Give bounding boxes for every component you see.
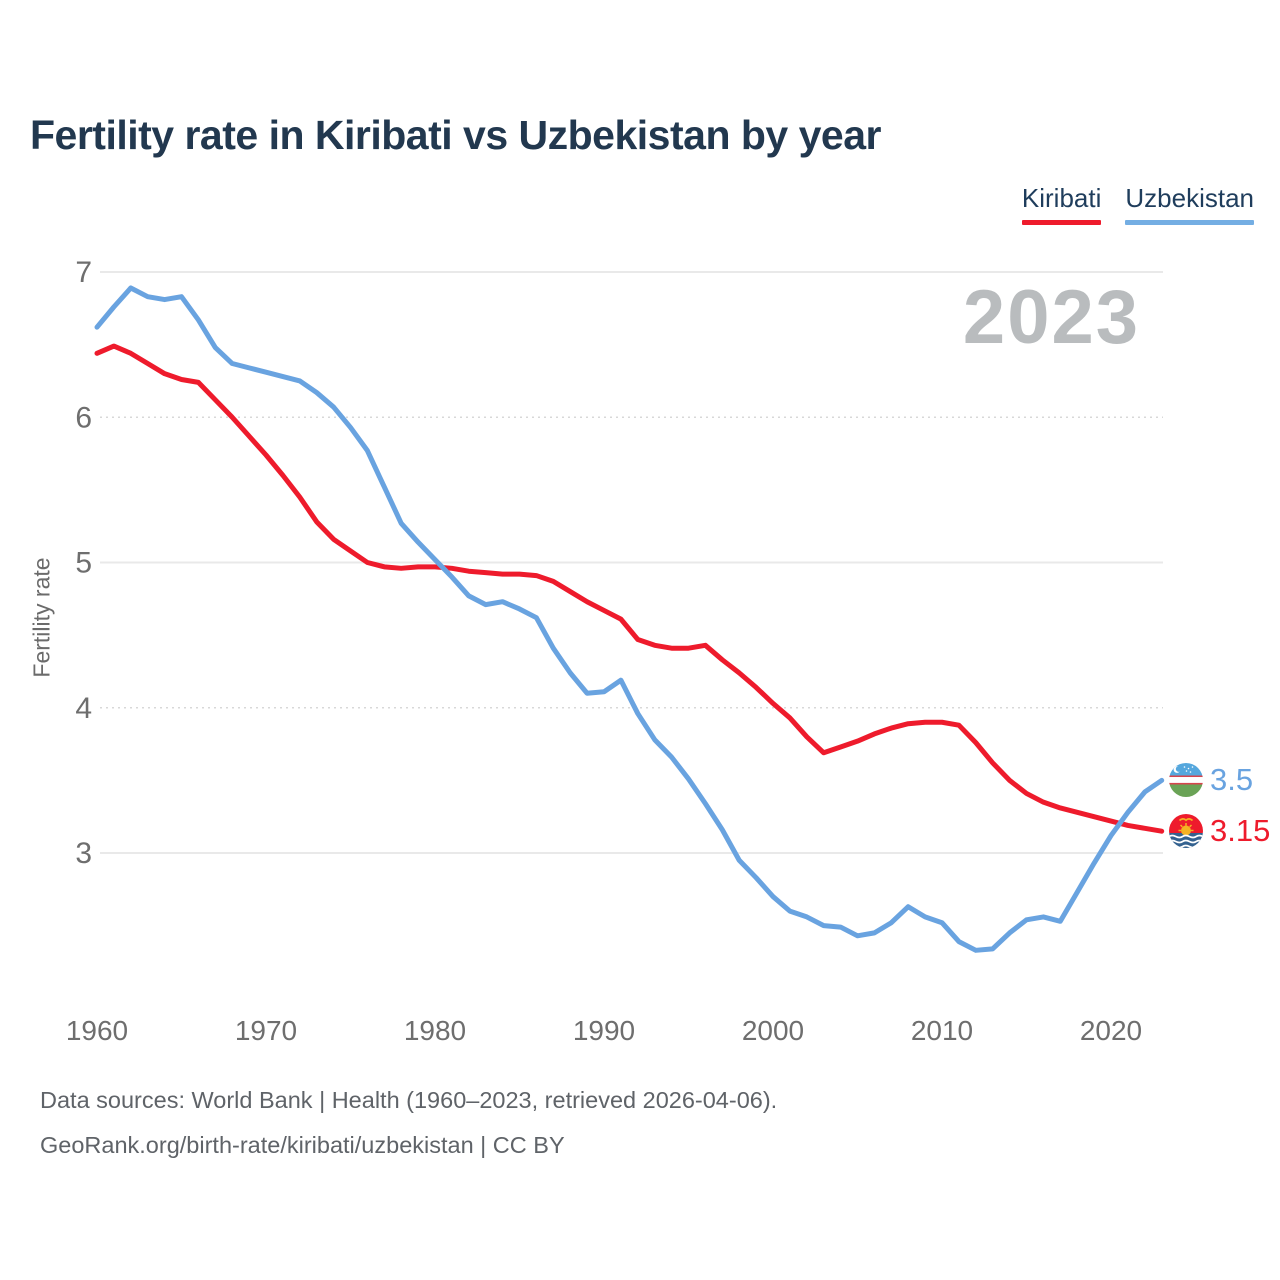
legend-item-uzbekistan[interactable]: Uzbekistan — [1125, 183, 1254, 225]
data-sources-line: Data sources: World Bank | Health (1960–… — [40, 1087, 778, 1113]
attribution-footer: Data sources: World Bank | Health (1960–… — [40, 1078, 777, 1168]
source-url-line: GeoRank.org/birth-rate/kiribati/uzbekist… — [40, 1132, 565, 1158]
legend-swatch-kiribati — [1021, 220, 1102, 225]
legend-swatch-uzbekistan — [1125, 220, 1254, 225]
legend: Kiribati Uzbekistan — [1021, 183, 1254, 225]
kiribati-flag-icon — [1169, 814, 1203, 849]
x-tick-label: 2010 — [911, 1015, 973, 1046]
x-tick-label: 1980 — [404, 1015, 466, 1046]
end-label-kiribati: 3.15 — [1169, 813, 1271, 849]
end-value-kiribati: 3.15 — [1210, 813, 1271, 849]
x-tick-label: 2000 — [742, 1015, 804, 1046]
series-line-uzbekistan[interactable] — [94, 285, 1165, 953]
legend-label-uzbekistan: Uzbekistan — [1125, 183, 1254, 213]
x-tick-label: 2020 — [1080, 1015, 1142, 1046]
end-value-uzbekistan: 3.5 — [1210, 762, 1254, 798]
year-watermark: 2023 — [962, 275, 1140, 360]
y-tick-label: 4 — [75, 692, 92, 725]
y-tick-label: 3 — [75, 837, 92, 870]
series-line-kiribati[interactable] — [94, 343, 1165, 834]
x-tick-label: 1960 — [66, 1015, 128, 1046]
x-tick-label: 1990 — [573, 1015, 635, 1046]
y-tick-label: 7 — [75, 256, 92, 289]
end-label-uzbekistan: 3.5 — [1169, 762, 1254, 798]
uzbekistan-flag-icon — [1169, 763, 1203, 798]
legend-label-kiribati: Kiribati — [1021, 183, 1102, 213]
page-title: Fertility rate in Kiribati vs Uzbekistan… — [30, 112, 881, 158]
y-tick-label: 6 — [75, 401, 92, 434]
y-tick-label: 5 — [75, 547, 92, 580]
legend-item-kiribati[interactable]: Kiribati — [1021, 183, 1102, 225]
x-tick-label: 1970 — [235, 1015, 297, 1046]
